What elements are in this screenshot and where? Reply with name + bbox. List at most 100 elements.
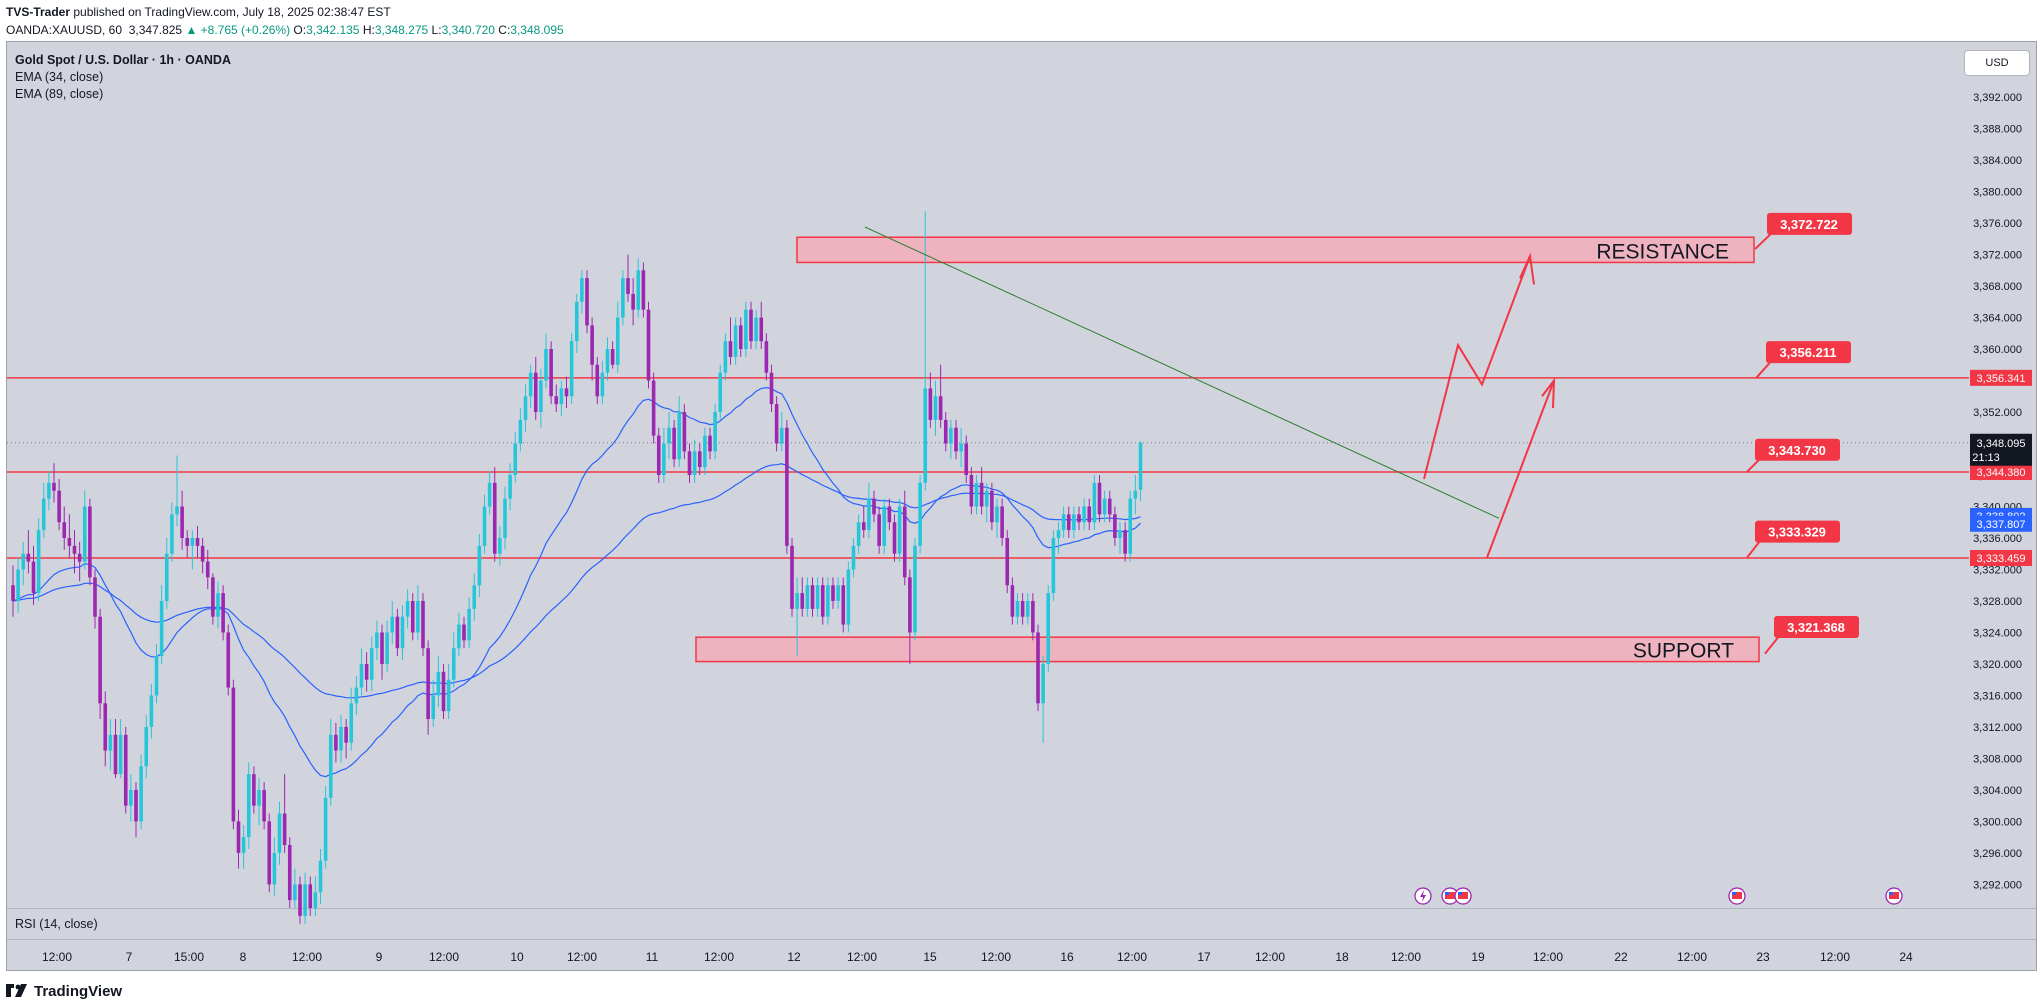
candle[interactable] bbox=[1072, 514, 1076, 531]
candle[interactable] bbox=[738, 325, 743, 350]
candle[interactable] bbox=[682, 412, 687, 452]
candle[interactable] bbox=[580, 278, 584, 302]
candle[interactable] bbox=[113, 734, 118, 775]
candle[interactable] bbox=[964, 443, 969, 475]
candle[interactable] bbox=[959, 443, 963, 452]
candle[interactable] bbox=[723, 341, 728, 373]
candle[interactable] bbox=[831, 585, 835, 601]
candle[interactable] bbox=[1036, 632, 1040, 704]
candle[interactable] bbox=[539, 380, 543, 413]
candle[interactable] bbox=[733, 325, 738, 357]
candle[interactable] bbox=[1066, 514, 1071, 531]
candle[interactable] bbox=[590, 325, 594, 365]
candle[interactable] bbox=[1056, 530, 1061, 538]
candle[interactable] bbox=[354, 687, 359, 704]
candle[interactable] bbox=[790, 545, 794, 609]
candle[interactable] bbox=[67, 537, 72, 546]
candle[interactable] bbox=[11, 585, 15, 601]
candle[interactable] bbox=[282, 813, 287, 846]
candle[interactable] bbox=[872, 498, 876, 515]
candle[interactable] bbox=[908, 577, 912, 633]
candle[interactable] bbox=[77, 553, 82, 562]
publisher-name[interactable]: TVS-Trader bbox=[6, 5, 71, 19]
candle[interactable] bbox=[1113, 514, 1117, 538]
candle[interactable] bbox=[200, 545, 205, 562]
candle[interactable] bbox=[897, 506, 902, 554]
candle[interactable] bbox=[600, 372, 605, 397]
candle[interactable] bbox=[328, 734, 333, 798]
candle[interactable] bbox=[718, 372, 723, 413]
candle[interactable] bbox=[257, 789, 261, 806]
candle[interactable] bbox=[467, 608, 471, 641]
candle[interactable] bbox=[262, 789, 266, 822]
candle[interactable] bbox=[359, 663, 364, 688]
candle[interactable] bbox=[785, 427, 789, 546]
candle[interactable] bbox=[385, 632, 389, 664]
candle[interactable] bbox=[1031, 600, 1035, 633]
rsi-pane[interactable] bbox=[7, 909, 2036, 937]
candle[interactable] bbox=[129, 789, 133, 806]
candle[interactable] bbox=[47, 482, 51, 499]
candle[interactable] bbox=[1000, 506, 1004, 538]
candle[interactable] bbox=[713, 412, 717, 452]
candle[interactable] bbox=[380, 632, 384, 664]
candle[interactable] bbox=[595, 364, 600, 397]
candle[interactable] bbox=[334, 734, 338, 751]
candle[interactable] bbox=[769, 372, 774, 405]
candle[interactable] bbox=[841, 585, 846, 625]
candle[interactable] bbox=[861, 522, 866, 531]
candle[interactable] bbox=[226, 632, 231, 688]
candle[interactable] bbox=[559, 388, 564, 405]
candle[interactable] bbox=[52, 482, 56, 491]
candle[interactable] bbox=[410, 600, 415, 633]
candle[interactable] bbox=[969, 475, 974, 507]
legend-title[interactable]: Gold Spot / U.S. Dollar · 1h · OANDA bbox=[15, 53, 231, 67]
candle[interactable] bbox=[31, 561, 36, 594]
candle[interactable] bbox=[574, 301, 579, 342]
candle[interactable] bbox=[984, 490, 989, 507]
candle[interactable] bbox=[246, 774, 251, 838]
candle[interactable] bbox=[323, 797, 328, 861]
candle[interactable] bbox=[851, 545, 856, 570]
candle[interactable] bbox=[134, 789, 138, 822]
candle[interactable] bbox=[211, 577, 215, 617]
candle[interactable] bbox=[164, 553, 169, 601]
candle[interactable] bbox=[72, 545, 77, 554]
candle[interactable] bbox=[98, 616, 102, 704]
candle[interactable] bbox=[544, 349, 548, 381]
chart-pane[interactable]: 3,292.000 3,296.000 3,300.000 3,304.000 3,30… bbox=[6, 41, 2037, 971]
candle[interactable] bbox=[892, 522, 897, 554]
candle[interactable] bbox=[641, 270, 646, 310]
legend-ema-89[interactable]: EMA (89, close) bbox=[15, 87, 104, 101]
candle[interactable] bbox=[1046, 593, 1051, 664]
target-label-bg[interactable] bbox=[1767, 212, 1852, 235]
candle[interactable] bbox=[180, 506, 184, 538]
candle[interactable] bbox=[815, 585, 820, 609]
target-label-bg[interactable] bbox=[1755, 520, 1840, 543]
candle[interactable] bbox=[692, 451, 697, 475]
candle[interactable] bbox=[41, 498, 46, 531]
candle[interactable] bbox=[518, 419, 523, 444]
candle[interactable] bbox=[764, 341, 769, 373]
candle[interactable] bbox=[1015, 600, 1020, 617]
candle[interactable] bbox=[1005, 537, 1010, 586]
candle[interactable] bbox=[621, 278, 625, 318]
candle[interactable] bbox=[390, 616, 395, 633]
candle[interactable] bbox=[426, 648, 430, 720]
candle[interactable] bbox=[267, 821, 272, 885]
candle[interactable] bbox=[88, 506, 92, 578]
candle[interactable] bbox=[195, 537, 200, 546]
candle[interactable] bbox=[697, 451, 702, 468]
candle[interactable] bbox=[118, 734, 123, 775]
candle[interactable] bbox=[293, 884, 297, 901]
candle[interactable] bbox=[344, 726, 348, 743]
candle[interactable] bbox=[626, 278, 630, 294]
candle[interactable] bbox=[190, 537, 195, 546]
candle[interactable] bbox=[877, 514, 881, 546]
zone-resistance[interactable] bbox=[796, 236, 1755, 264]
rsi-legend[interactable]: RSI (14, close) bbox=[15, 917, 98, 931]
candle[interactable] bbox=[82, 506, 87, 562]
candle[interactable] bbox=[472, 585, 477, 609]
price-axis[interactable] bbox=[1969, 42, 2036, 970]
candle[interactable] bbox=[974, 482, 979, 507]
